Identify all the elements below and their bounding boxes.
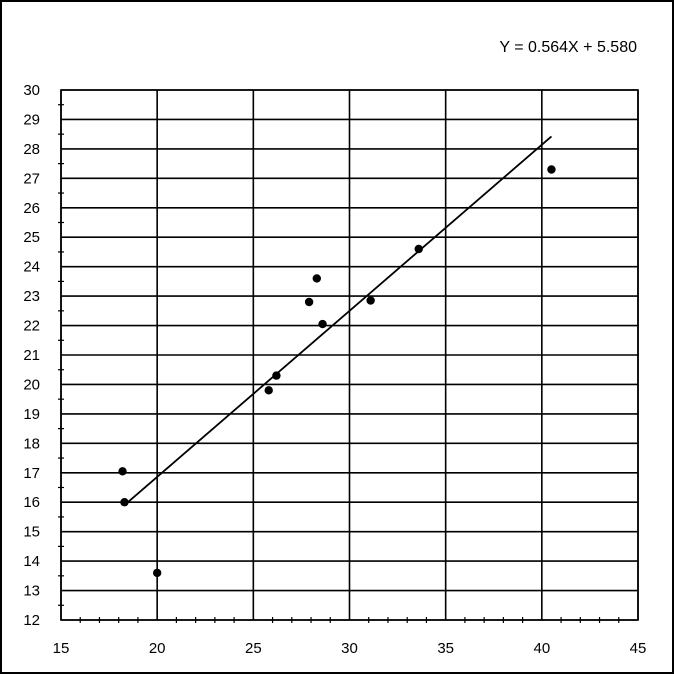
x-tick-label: 40 [533, 640, 550, 657]
trendline-equation: Y = 0.564X + 5.580 [499, 39, 637, 56]
y-tick-label: 15 [23, 524, 40, 541]
data-point [547, 165, 556, 174]
y-tick-label: 18 [23, 435, 40, 452]
data-point [120, 498, 129, 507]
y-tick-label: 25 [23, 229, 40, 246]
data-point [414, 244, 423, 254]
y-tick-label: 16 [23, 494, 40, 511]
x-tick-label: 30 [341, 640, 358, 657]
x-tick-label: 25 [245, 640, 262, 657]
y-tick-label: 20 [23, 376, 40, 393]
y-tick-label: 19 [23, 406, 40, 423]
y-tick-label: 17 [23, 465, 40, 482]
x-tick-label: 15 [53, 640, 70, 657]
y-tick-label: 23 [23, 288, 40, 305]
data-point [318, 319, 327, 329]
data-point [272, 371, 281, 380]
y-tick-label: 24 [23, 259, 40, 276]
data-point [366, 296, 375, 305]
y-tick-label: 28 [23, 141, 40, 158]
data-point [118, 467, 127, 476]
y-tick-label: 22 [23, 318, 40, 335]
data-point [264, 386, 273, 395]
y-tick-label: 30 [23, 82, 40, 99]
x-tick-label: 45 [630, 640, 647, 657]
y-tick-label: 21 [23, 347, 40, 364]
y-tick-label: 12 [23, 612, 40, 629]
y-tick-label: 13 [23, 583, 40, 600]
y-tick-label: 14 [23, 553, 40, 570]
trendline-layer [123, 135, 553, 506]
axes-layer [58, 89, 639, 623]
trendline [123, 135, 553, 506]
points-layer [118, 165, 556, 578]
y-tick-label: 29 [23, 111, 40, 128]
data-point [312, 274, 322, 283]
y-tick-label: 26 [23, 200, 40, 217]
plot-area-border [60, 89, 639, 621]
x-tick-label: 20 [149, 640, 166, 657]
y-tick-label: 27 [23, 170, 40, 187]
x-tick-label: 35 [437, 640, 454, 657]
data-point [152, 568, 162, 578]
grid-layer [60, 89, 639, 621]
data-point [304, 297, 314, 307]
tick-labels-layer: 12 13 14 15 16 17 18 19 20 21 22 23 24 25 26 27 28 29 30 15… [23, 82, 646, 657]
